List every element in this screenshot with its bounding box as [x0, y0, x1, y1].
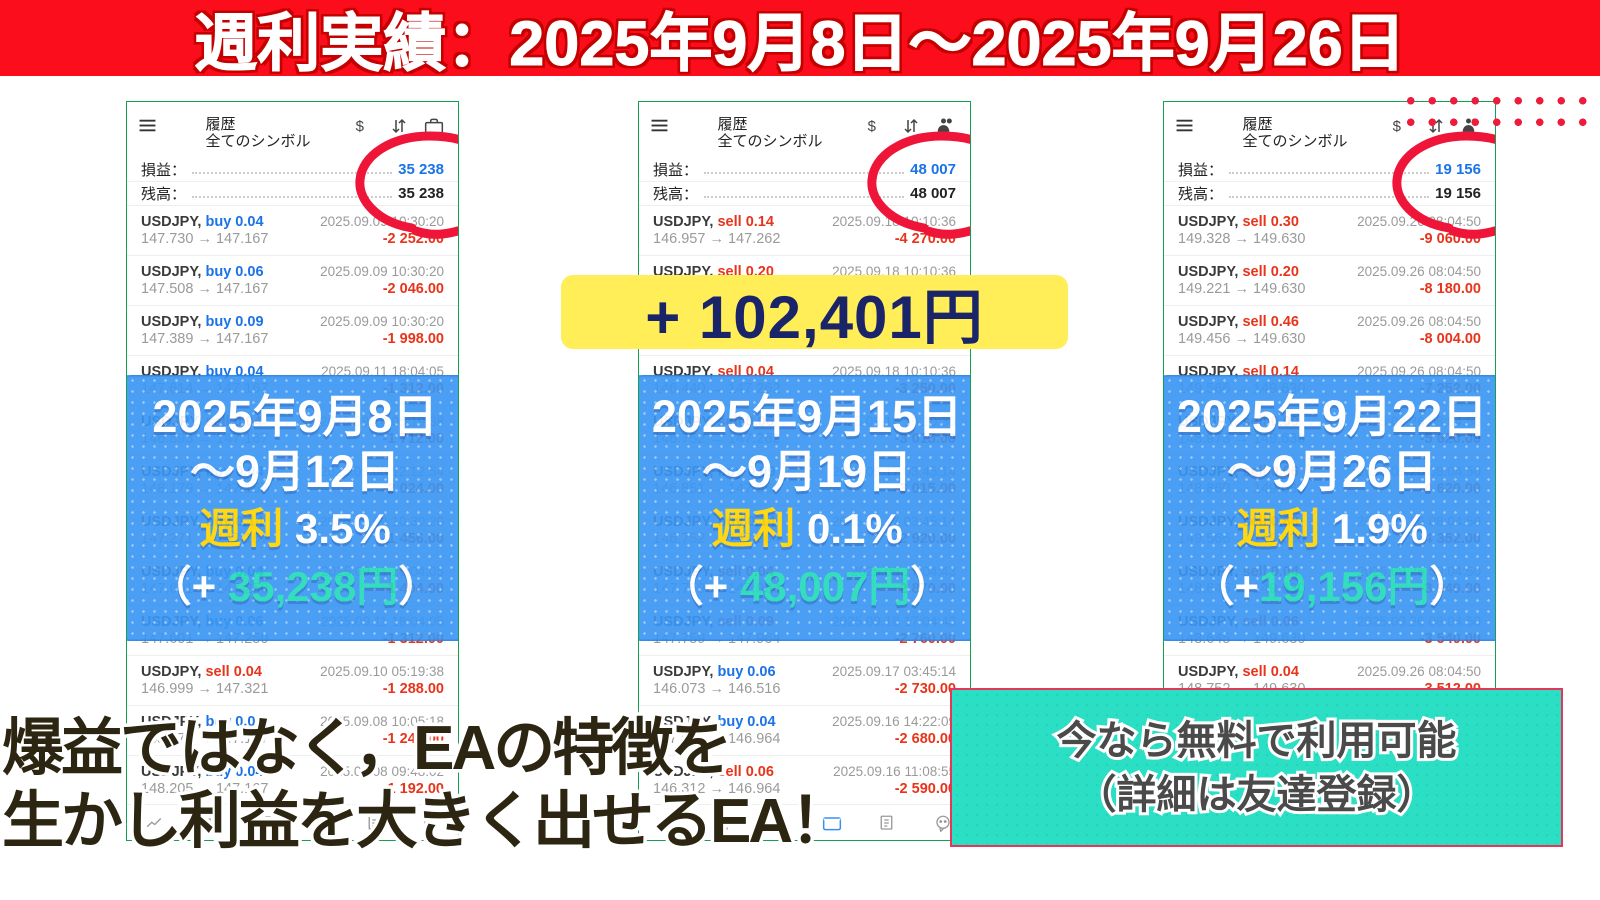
svg-text:$: $	[356, 118, 365, 135]
svg-text:$: $	[868, 118, 877, 135]
